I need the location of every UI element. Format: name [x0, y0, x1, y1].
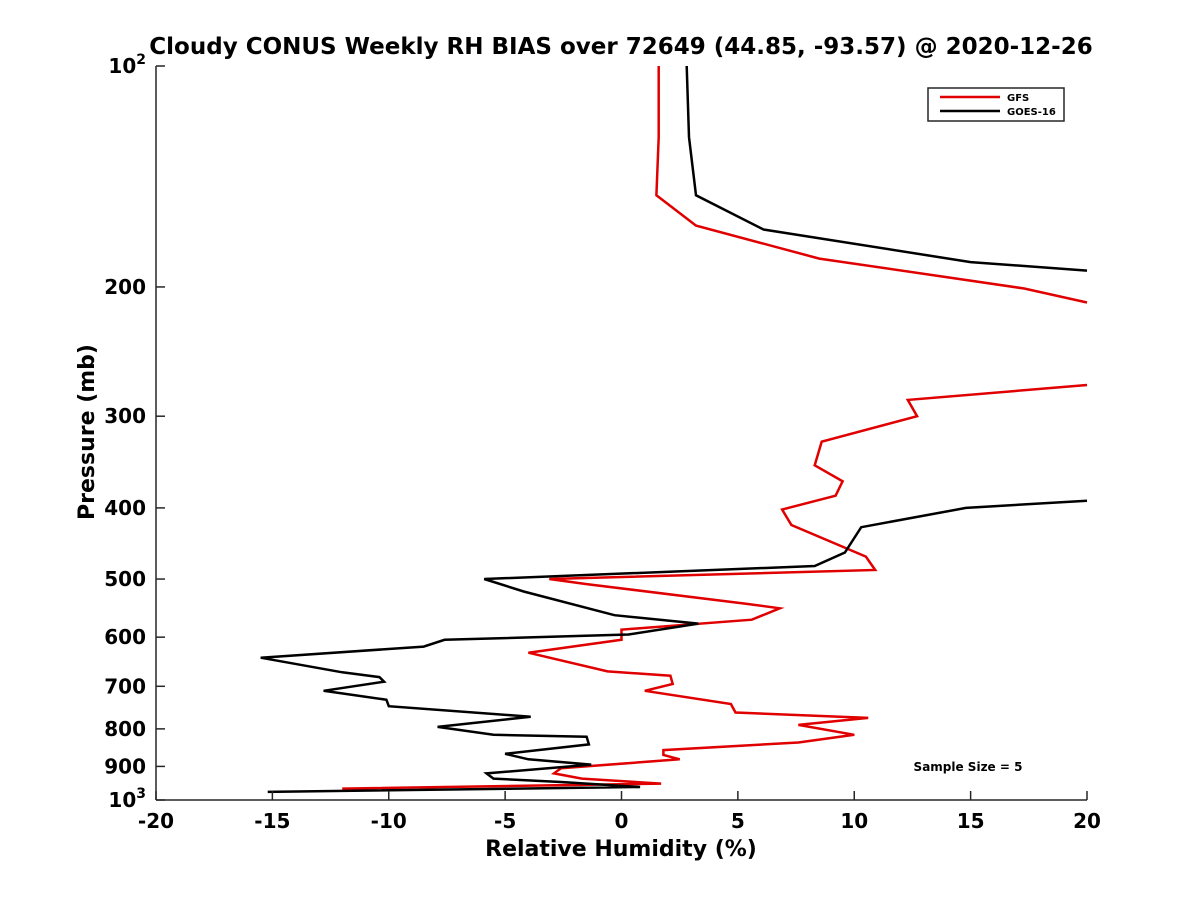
legend: GFS GOES-16 — [927, 87, 1065, 122]
y-tick-label: 102 — [108, 52, 146, 78]
series-line-gfs-seg-1 — [342, 383, 1088, 790]
x-tick-label: 5 — [731, 809, 745, 833]
sample-size-annotation: Sample Size = 5 — [914, 760, 1023, 774]
chart-title: Cloudy CONUS Weekly RH BIAS over 72649 (… — [149, 34, 1092, 60]
series-line-goes-16-seg-0 — [685, 65, 1088, 272]
y-tick-label: 200 — [104, 275, 146, 299]
y-axis-label: Pressure (mb) — [75, 344, 100, 520]
plot-area: -20 -15 -10 -5 0 5 10 15 20 102 200 300 400 500 600 70… — [104, 52, 1101, 833]
series-line-goes-16-seg-1 — [260, 499, 1088, 794]
y-tick-label: 400 — [104, 496, 146, 520]
legend-label-goes-16: GOES-16 — [1007, 107, 1056, 118]
y-tick-label: 500 — [104, 567, 146, 591]
x-tick-label: -10 — [371, 809, 407, 833]
x-tick-label: 15 — [957, 809, 985, 833]
series-layer — [260, 65, 1088, 794]
y-tick-label: 700 — [104, 674, 146, 698]
x-tick-label: 20 — [1073, 809, 1101, 833]
x-axis-ticks: -20 -15 -10 -5 0 5 10 15 20 — [138, 791, 1101, 833]
x-tick-label: -20 — [138, 809, 174, 833]
series-line-gfs-seg-0 — [655, 66, 1088, 304]
y-tick-label: 300 — [104, 404, 146, 428]
x-tick-label: 10 — [840, 809, 868, 833]
legend-label-gfs: GFS — [1007, 93, 1029, 104]
y-tick-label: 600 — [104, 625, 146, 649]
legend-box — [927, 87, 1065, 122]
y-tick-label: 103 — [108, 786, 146, 812]
x-tick-label: -15 — [254, 809, 290, 833]
y-axis-ticks: 102 200 300 400 500 600 700 800 900 103 — [104, 52, 165, 812]
y-tick-label: 800 — [104, 717, 146, 741]
x-tick-label: 0 — [615, 809, 629, 833]
x-tick-label: -5 — [494, 809, 516, 833]
x-axis-label: Relative Humidity (%) — [485, 837, 757, 862]
y-tick-label: 900 — [104, 754, 146, 778]
